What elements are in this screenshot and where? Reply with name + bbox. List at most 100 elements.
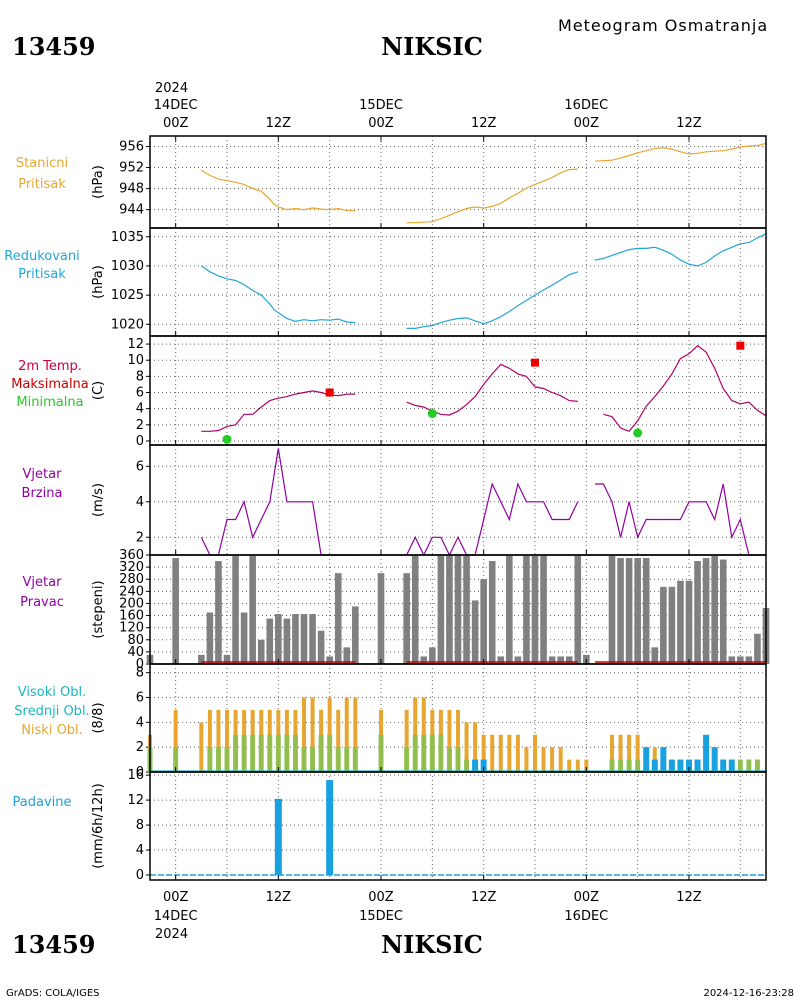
panel-label: Redukovani <box>4 249 79 264</box>
low-cloud-bar <box>216 709 221 772</box>
low-cloud-bar <box>447 709 452 772</box>
wind-dir-bar <box>668 586 676 664</box>
low-cloud-bar <box>490 734 495 772</box>
wind-dir-bar <box>497 656 505 664</box>
wind-dir-bar <box>172 558 179 664</box>
wind-dir-bar <box>728 656 736 664</box>
wind-dir-bar <box>454 555 462 664</box>
y-tick-label: 80 <box>127 633 144 648</box>
y-tick-label: 2 <box>136 530 144 545</box>
y-tick-label: 6 <box>136 459 144 474</box>
legend-max: Maksimalna <box>11 377 89 392</box>
wind-dir-bar <box>300 614 308 664</box>
mid-cloud-bar <box>241 734 247 772</box>
y-axis-label: (mm/6h/12h) <box>91 783 106 869</box>
legend-min: Minimalna <box>16 395 83 410</box>
panel-label: Vjetar <box>23 467 63 482</box>
y-tick-label: 8 <box>136 818 144 833</box>
wind-dir-bar <box>754 633 761 664</box>
y-tick-label: 200 <box>119 596 144 611</box>
high-cloud-bar <box>668 759 675 772</box>
y-tick-label: 12 <box>127 793 144 808</box>
mid-cloud-bar <box>446 747 452 772</box>
y-tick-label: 952 <box>119 161 144 176</box>
wind-dir-bar <box>677 580 684 664</box>
timestamp-text: 2024-12-16-23:28 <box>703 988 794 999</box>
panel-label: Pritisak <box>18 267 66 282</box>
y-tick-label: 240 <box>119 584 144 599</box>
max-marker <box>736 341 745 350</box>
min-marker <box>633 428 643 438</box>
series-line-1 <box>406 482 579 557</box>
low-cloud-bar <box>225 709 229 772</box>
legend-cloud-0: Visoki Obl. <box>18 685 86 700</box>
max-marker <box>325 388 334 397</box>
min-marker <box>222 434 232 444</box>
y-tick-label: 40 <box>127 645 144 660</box>
bottom-time-label: 00Z <box>574 890 600 905</box>
wind-dir-bar <box>574 555 582 664</box>
series-line-1 <box>406 271 578 329</box>
series-line-2 <box>594 233 767 267</box>
wind-dir-bar <box>420 656 428 664</box>
wind-dir-bar <box>446 555 453 664</box>
y-tick-label: 8 <box>136 666 144 681</box>
y-tick-label: 0 <box>136 434 144 449</box>
mid-cloud-bar <box>626 759 632 772</box>
wind-dir-bar <box>745 656 753 664</box>
mid-cloud-bar <box>258 734 264 772</box>
mid-cloud-bar <box>207 747 213 772</box>
y-tick-label: 0 <box>136 657 144 672</box>
low-cloud-bar <box>533 734 537 772</box>
wind-dir-bar <box>411 555 419 664</box>
wind-dir-bar <box>215 561 222 664</box>
high-cloud-bar <box>686 759 692 772</box>
wind-dir-bar <box>642 558 650 664</box>
wind-dir-bar <box>266 618 274 664</box>
mid-cloud-bar <box>284 734 290 772</box>
panel-frame <box>149 771 767 881</box>
wind-dir-bar <box>719 559 727 664</box>
mid-cloud-bar <box>267 734 273 772</box>
panel-label: Stanicni <box>16 156 68 171</box>
wind-dir-bar <box>685 580 693 664</box>
precip-bar <box>326 780 334 876</box>
mid-cloud-bar <box>292 734 298 772</box>
low-cloud-bar <box>584 759 589 772</box>
credit-text: GrADS: COLA/IGES <box>6 988 100 999</box>
high-cloud-bar <box>660 747 667 772</box>
series-line-1 <box>406 168 578 224</box>
y-axis-label: (C) <box>91 381 106 400</box>
low-cloud-bar <box>207 709 212 772</box>
low-cloud-bar <box>464 722 469 772</box>
y-tick-label: 6 <box>136 386 144 401</box>
mid-cloud-bar <box>618 759 624 772</box>
bottom-time-label: 12Z <box>266 890 292 905</box>
high-cloud-bar <box>651 759 658 772</box>
wind-dir-bar <box>531 555 539 664</box>
panels: 944948952956(hPa)StanicniPritisak1020102… <box>4 135 770 883</box>
mid-cloud-bar <box>301 747 307 772</box>
wind-dir-bar <box>737 656 744 664</box>
high-cloud-bar <box>472 759 479 772</box>
bottom-year: 2024 <box>155 927 188 942</box>
low-cloud-bar <box>618 734 623 772</box>
wind-dir-bar <box>702 558 710 664</box>
high-cloud-bar <box>677 759 684 772</box>
panel-label: 2m Temp. <box>18 359 82 374</box>
wind-dir-bar <box>608 555 616 664</box>
mid-cloud-bar <box>737 759 743 772</box>
low-cloud-bar <box>635 734 640 772</box>
wind-dir-bar <box>463 555 470 664</box>
wind-dir-bar <box>198 654 205 664</box>
top-day-label: 15DEC <box>359 98 403 113</box>
wind-dir-bar <box>257 639 265 664</box>
wind-dir-bar <box>275 614 282 664</box>
low-cloud-bar <box>404 709 409 772</box>
high-cloud-bar <box>643 747 650 772</box>
mid-cloud-bar <box>224 747 230 772</box>
y-tick-label: 0 <box>136 765 144 780</box>
panel-frame <box>149 335 767 446</box>
max-marker <box>531 358 539 367</box>
mid-cloud-bar <box>215 747 221 772</box>
